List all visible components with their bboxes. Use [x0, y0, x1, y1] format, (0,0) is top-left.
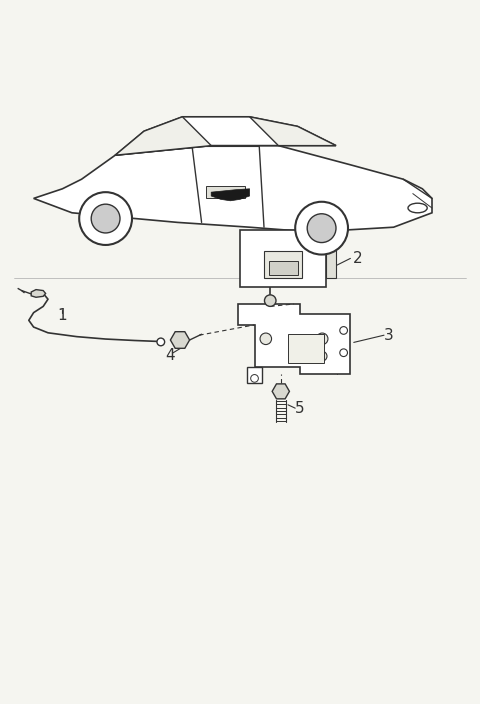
FancyBboxPatch shape — [326, 239, 336, 277]
Text: 2: 2 — [353, 251, 362, 266]
Circle shape — [316, 333, 328, 344]
FancyBboxPatch shape — [269, 260, 298, 275]
Polygon shape — [211, 189, 250, 201]
Text: 3: 3 — [384, 327, 394, 343]
Polygon shape — [250, 117, 336, 146]
Polygon shape — [31, 289, 46, 297]
FancyBboxPatch shape — [206, 187, 245, 199]
Polygon shape — [115, 117, 336, 155]
FancyBboxPatch shape — [288, 334, 324, 363]
Circle shape — [340, 349, 348, 356]
FancyBboxPatch shape — [240, 230, 326, 287]
Circle shape — [157, 338, 165, 346]
Circle shape — [340, 327, 348, 334]
Polygon shape — [115, 117, 211, 155]
Polygon shape — [247, 367, 263, 383]
Circle shape — [260, 333, 272, 344]
Circle shape — [264, 295, 276, 306]
FancyBboxPatch shape — [264, 251, 302, 277]
Text: 1: 1 — [58, 308, 67, 322]
Circle shape — [91, 204, 120, 233]
Circle shape — [295, 202, 348, 255]
Circle shape — [307, 214, 336, 243]
Polygon shape — [238, 304, 350, 374]
Text: 5: 5 — [295, 401, 305, 415]
Polygon shape — [34, 146, 432, 232]
Circle shape — [317, 351, 327, 361]
Ellipse shape — [408, 203, 427, 213]
Circle shape — [79, 192, 132, 245]
Text: 4: 4 — [166, 348, 175, 363]
Circle shape — [251, 375, 258, 382]
